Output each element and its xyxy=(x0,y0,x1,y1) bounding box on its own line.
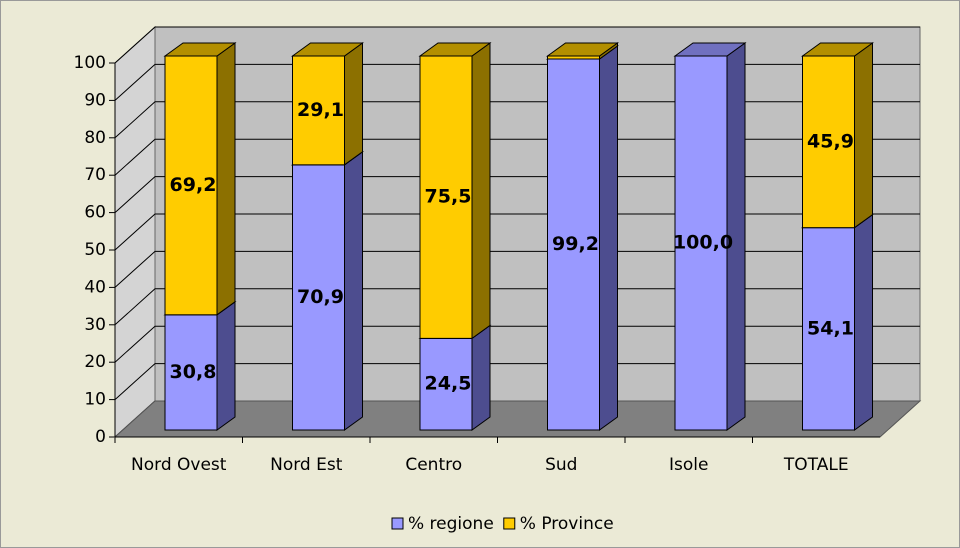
legend-label: % Province xyxy=(520,514,614,534)
grid-line xyxy=(114,138,920,176)
bar-side xyxy=(854,213,873,431)
value-label: 70,9 xyxy=(297,286,344,308)
y-tick-label: 90 xyxy=(84,90,106,110)
value-label: 99,2 xyxy=(552,233,599,255)
bar-front xyxy=(802,55,855,229)
x-tick-label: TOTALE xyxy=(783,455,849,475)
grid-line xyxy=(114,63,920,101)
y-tick-label: 70 xyxy=(84,165,106,185)
value-label: 69,2 xyxy=(170,174,217,196)
bar-front xyxy=(674,55,728,431)
bar-side xyxy=(216,42,236,316)
value-label: 45,9 xyxy=(807,130,854,152)
bar-front xyxy=(164,314,218,431)
bar-side xyxy=(599,45,618,431)
y-tick-label: 40 xyxy=(84,277,106,297)
y-tick-label: 60 xyxy=(84,203,106,223)
legend-swatch xyxy=(391,517,404,530)
x-tick-label: Centro xyxy=(405,455,462,475)
bar-side xyxy=(854,42,873,229)
x-tick-label: Nord Est xyxy=(270,455,343,475)
grid-line xyxy=(114,288,920,326)
grid-line xyxy=(114,176,920,213)
bar-top xyxy=(290,42,365,57)
grid-line xyxy=(114,325,920,363)
y-tick-label: 80 xyxy=(84,128,106,148)
bar-top xyxy=(800,42,875,57)
bar-top xyxy=(163,42,237,57)
y-tick-label: 10 xyxy=(84,390,106,410)
x-tick-label: Isole xyxy=(669,455,708,475)
bar-front xyxy=(547,58,600,431)
legend-label: % regione xyxy=(408,514,494,534)
grid-line xyxy=(114,363,920,400)
value-label: 24,5 xyxy=(425,373,472,395)
value-label: 54,1 xyxy=(807,317,854,339)
bar-top xyxy=(418,42,492,57)
y-tick-label: 50 xyxy=(84,240,106,260)
bar-front xyxy=(292,55,345,166)
bar-side xyxy=(344,150,363,431)
bar-side xyxy=(471,324,491,431)
y-tick-label: 30 xyxy=(84,315,106,335)
x-tick-label: Sud xyxy=(545,455,577,475)
bar-top xyxy=(545,42,620,57)
value-label: 29,1 xyxy=(297,99,344,121)
floor xyxy=(113,400,922,438)
legend-swatch xyxy=(503,517,516,530)
y-tick-label: 100 xyxy=(74,53,106,73)
bar-side xyxy=(471,42,491,340)
grid-line xyxy=(114,213,920,251)
bar-side xyxy=(216,300,236,431)
value-label: 75,5 xyxy=(425,186,472,208)
bar-top xyxy=(673,42,747,57)
grid-line xyxy=(114,250,920,288)
x-tick-label: Nord Ovest xyxy=(131,455,227,475)
y-tick-label: 20 xyxy=(84,352,106,372)
value-label: 30,8 xyxy=(170,361,217,383)
bar-front xyxy=(802,227,855,431)
grid-line xyxy=(114,101,920,139)
y-tick-label: 0 xyxy=(95,427,106,447)
bar-front xyxy=(292,164,345,431)
bar-side xyxy=(344,42,363,166)
grid-line xyxy=(114,26,920,64)
value-label: 100,0 xyxy=(673,232,733,254)
